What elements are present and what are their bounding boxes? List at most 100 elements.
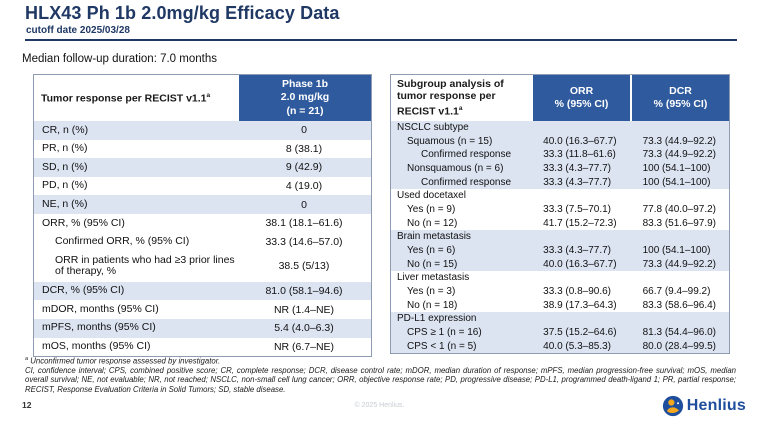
cutoff-date: cutoff date 2025/03/28 — [26, 25, 130, 36]
row-label: mPFS, months (95% CI) — [42, 321, 156, 334]
row-orr-value: 33.3 (0.8–90.6) — [543, 285, 611, 297]
efficacy-table-row: ORR in patients who had ≥3 prior lines o… — [34, 251, 371, 282]
efficacy-table-row: mPFS, months (95% CI) 5.4 (4.0–6.3) — [34, 318, 371, 338]
row-label: CPS < 1 (n = 5) — [407, 340, 477, 352]
row-dcr-value: 66.7 (9.4–99.2) — [642, 285, 711, 297]
row-value: 4 (19.0) — [285, 180, 323, 193]
footnote-investigator: a Unconfirmed tumor response assessed by… — [25, 356, 221, 366]
row-orr-value: 37.5 (15.2–64.6) — [543, 326, 617, 338]
row-label: SD, n (%) — [42, 160, 88, 173]
row-dcr-value — [630, 312, 729, 326]
row-value: 38.5 (5/13) — [278, 260, 330, 273]
efficacy-table-row: ORR, % (95% CI) 38.1 (18.1–61.6) — [34, 214, 371, 233]
row-orr-value: 40.0 (16.3–67.7) — [543, 258, 617, 270]
row-label: mOS, months (95% CI) — [42, 340, 151, 353]
page-number: 12 — [22, 400, 32, 410]
row-label: PD, n (%) — [42, 179, 88, 192]
row-orr-value — [530, 271, 629, 285]
subgroup-table-row: Liver metastasis — [391, 271, 729, 285]
title-divider — [25, 39, 737, 41]
row-dcr-value — [630, 271, 729, 285]
row-value: 5.4 (4.0–6.3) — [274, 322, 334, 335]
row-dcr-value: 81.3 (54.4–96.0) — [642, 326, 716, 338]
row-value: 33.3 (14.6–57.0) — [265, 235, 343, 248]
row-orr-value: 33.3 (7.5–70.1) — [543, 203, 611, 215]
subgroup-table-row: Nonsquamous (n = 6) 33.3 (4.3–77.7) 100 (5… — [391, 162, 729, 176]
row-dcr-value: 73.3 (44.9–92.2) — [642, 258, 716, 270]
row-value: 0 — [301, 198, 307, 211]
subgroup-table-row: Yes (n = 3) 33.3 (0.8–90.6) 66.7 (9.4–99.2… — [391, 285, 729, 299]
efficacy-table-body: CR, n (%) 0 PR, n (%) 8 (38.1) SD, n (%) 9 (4… — [34, 121, 371, 356]
henlius-logo-icon — [662, 395, 684, 417]
subgroup-table-row: NSCLC subtype — [391, 121, 729, 135]
row-label: Liver metastasis — [397, 272, 470, 284]
row-orr-value: 41.7 (15.2–72.3) — [543, 217, 617, 229]
row-orr-value: 40.0 (16.3–67.7) — [543, 135, 617, 147]
subgroup-table-body: NSCLC subtype Squamous (n = 15) 40.0 (16.3… — [391, 121, 729, 354]
row-label: ORR in patients who had ≥3 prior lines o… — [55, 253, 235, 278]
subgroup-table-row: Yes (n = 6) 33.3 (4.3–77.7) 100 (54.1–100) — [391, 244, 729, 258]
row-label: NE, n (%) — [42, 197, 88, 210]
efficacy-table: Tumor response per RECIST v1.1a Phase 1b… — [33, 74, 372, 358]
row-label: Yes (n = 3) — [407, 285, 456, 297]
henlius-logo: Henlius — [662, 395, 746, 417]
subgroup-header-label: Subgroup analysis of tumor response per … — [391, 75, 531, 121]
efficacy-table-row: DCR, % (95% CI) 81.0 (58.1–94.6) — [34, 281, 371, 301]
row-value: NR (1.4–NE) — [273, 303, 335, 316]
row-dcr-value: 100 (54.1–100) — [642, 162, 711, 174]
efficacy-table-row: PR, n (%) 8 (38.1) — [34, 140, 371, 159]
row-label: Confirmed ORR, % (95% CI) — [55, 235, 190, 248]
row-label: ORR, % (95% CI) — [42, 216, 125, 229]
subgroup-table-row: Squamous (n = 15) 40.0 (16.3–67.7) 73.3 (4… — [391, 134, 729, 149]
row-label: Used docetaxel — [397, 190, 466, 202]
efficacy-table-row: SD, n (%) 9 (42.9) — [34, 158, 371, 177]
efficacy-table-row: mOS, months (95% CI) NR (6.7–NE) — [34, 338, 371, 357]
subgroup-table-row: Confirmed response 33.3 (4.3–77.7) 100 (54… — [391, 175, 729, 190]
row-value: 38.1 (18.1–61.6) — [265, 217, 343, 230]
row-label: PR, n (%) — [42, 142, 88, 155]
subgroup-table: Subgroup analysis of tumor response per … — [390, 74, 730, 355]
row-value: 0 — [301, 124, 307, 137]
row-dcr-value: 80.0 (28.4–99.5) — [642, 340, 716, 352]
row-orr-value — [530, 230, 629, 244]
subgroup-header-orr: ORR % (95% CI) — [531, 75, 630, 121]
row-orr-value: 33.3 (11.8–61.6) — [543, 149, 616, 161]
row-value: 9 (42.9) — [285, 161, 323, 174]
row-dcr-value — [630, 230, 729, 244]
subgroup-table-header: Subgroup analysis of tumor response per … — [391, 75, 729, 121]
row-label: Yes (n = 6) — [407, 244, 456, 256]
row-label: DCR, % (95% CI) — [42, 284, 125, 297]
efficacy-table-row: PD, n (%) 4 (19.0) — [34, 177, 371, 196]
row-dcr-value: 83.3 (51.6–97.9) — [642, 217, 716, 229]
row-orr-value — [530, 312, 629, 326]
row-orr-value — [530, 121, 629, 135]
row-label: No (n = 15) — [407, 258, 458, 270]
row-dcr-value: 77.8 (40.0–97.2) — [642, 203, 716, 215]
row-dcr-value — [630, 189, 729, 203]
subgroup-table-row: Yes (n = 9) 33.3 (7.5–70.1) 77.8 (40.0–97.… — [391, 203, 729, 217]
efficacy-header-phase1b: Phase 1b 2.0 mg/kg (n = 21) — [237, 75, 371, 121]
row-orr-value: 33.3 (4.3–77.7) — [543, 244, 611, 256]
subgroup-header-dcr: DCR % (95% CI) — [630, 75, 729, 121]
row-dcr-value — [630, 121, 729, 135]
row-label: No (n = 18) — [407, 299, 458, 311]
row-orr-value — [530, 189, 629, 203]
subgroup-table-row: No (n = 18) 38.9 (17.3–64.3) 83.3 (58.6–96… — [391, 299, 729, 313]
row-dcr-value: 73.3 (44.9–92.2) — [642, 149, 716, 161]
followup-duration: Median follow-up duration: 7.0 months — [22, 53, 217, 65]
efficacy-table-row: CR, n (%) 0 — [34, 121, 371, 140]
subgroup-table-row: No (n = 15) 40.0 (16.3–67.7) 73.3 (44.9–92… — [391, 257, 729, 272]
row-label: Squamous (n = 15) — [407, 135, 493, 147]
row-orr-value: 40.0 (5.3–85.3) — [543, 340, 611, 352]
row-value: 8 (38.1) — [285, 142, 323, 155]
row-label: Confirmed response — [421, 149, 512, 161]
row-value: 81.0 (58.1–94.6) — [265, 285, 343, 298]
efficacy-header-label: Tumor response per RECIST v1.1a — [34, 75, 237, 121]
copyright-text: © 2025 Henlius. — [354, 402, 405, 409]
row-label: PD-L1 expression — [397, 313, 477, 325]
row-orr-value: 33.3 (4.3–77.7) — [543, 162, 611, 174]
subgroup-table-row: Brain metastasis — [391, 230, 729, 245]
subgroup-table-row: CPS ≥ 1 (n = 16) 37.5 (15.2–64.6) 81.3 (54… — [391, 326, 729, 340]
row-dcr-value: 100 (54.1–100) — [642, 244, 711, 256]
row-orr-value: 38.9 (17.3–64.3) — [543, 299, 617, 311]
